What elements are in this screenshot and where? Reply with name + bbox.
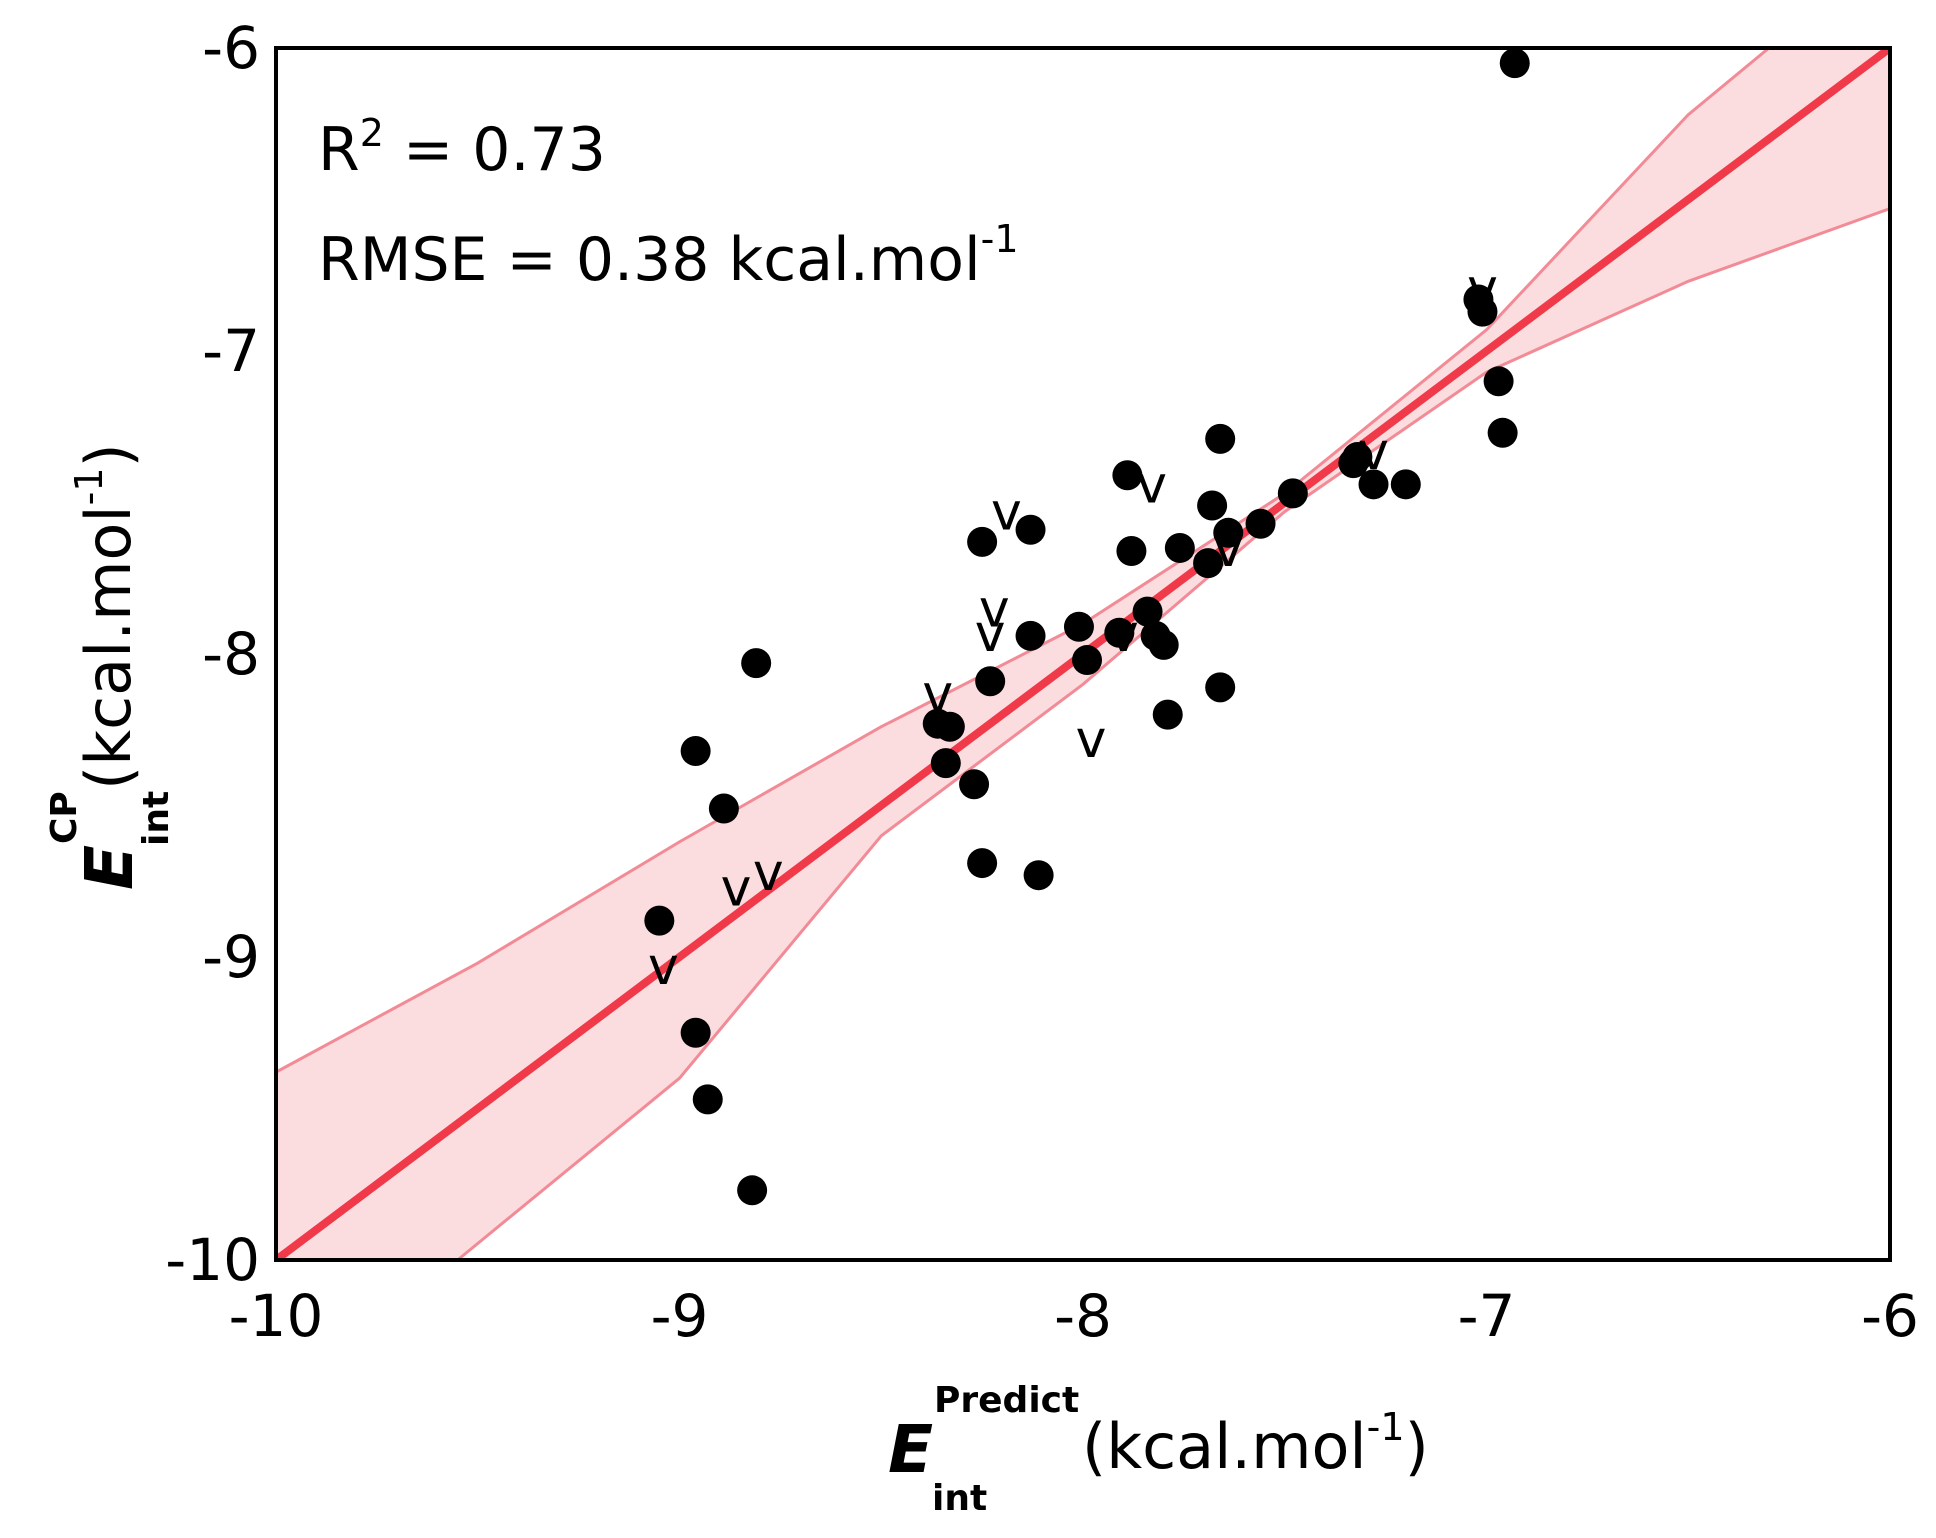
r2-superscript: 2: [360, 111, 384, 155]
data-point-circle: [1152, 699, 1183, 730]
data-point-v: v: [1076, 710, 1107, 770]
data-point-circle: [1205, 672, 1236, 703]
data-point-circle: [1132, 596, 1163, 627]
data-point-circle: [1116, 535, 1147, 566]
x-axis-unit-text: (kcal.mol: [1082, 1410, 1367, 1483]
data-point-circle: [1277, 478, 1308, 509]
data-point-circle: [1245, 508, 1276, 539]
data-point-circle: [1483, 366, 1514, 397]
x-tick-label: -6: [1861, 1282, 1919, 1350]
y-axis-superscript: CP: [44, 791, 85, 844]
data-point-v: v: [922, 664, 953, 724]
data-point-circle: [1104, 617, 1135, 648]
data-point-circle: [1358, 469, 1389, 500]
data-point-circle: [708, 793, 739, 824]
data-point-circle: [967, 848, 998, 879]
y-tick-label: -8: [202, 620, 260, 688]
data-point-circle: [975, 666, 1006, 697]
data-point-v: v: [753, 843, 784, 903]
data-point-circle: [680, 1017, 711, 1048]
data-point-circle: [959, 769, 990, 800]
data-point-circle: [930, 748, 961, 779]
y-axis-unit-close: ): [72, 443, 145, 467]
data-point-circle: [741, 648, 772, 679]
plot-frame: [274, 46, 1892, 1262]
data-point-circle: [1063, 611, 1094, 642]
data-point-circle: [1193, 548, 1224, 579]
r2-value: = 0.73: [384, 115, 606, 185]
y-tick-label: -7: [202, 317, 260, 385]
data-point-circle: [1197, 490, 1228, 521]
data-point-v: v: [1136, 455, 1167, 515]
r2-label: R: [318, 115, 360, 185]
x-axis-subscript: int: [932, 1478, 987, 1519]
y-axis-symbol: E: [71, 845, 148, 890]
rmse-annotation: RMSE = 0.38 kcal.mol-1: [318, 217, 1019, 295]
x-tick-label: -7: [1458, 1282, 1516, 1350]
x-tick-label: -10: [229, 1282, 324, 1350]
data-point-circle: [967, 526, 998, 557]
data-point-circle: [737, 1175, 768, 1206]
data-point-circle: [1112, 460, 1143, 491]
data-point-circle: [1023, 860, 1054, 891]
circle-points-series: [644, 48, 1530, 1206]
data-point-circle: [1015, 620, 1046, 651]
x-axis-symbol: E: [888, 1411, 933, 1488]
data-point-circle: [934, 711, 965, 742]
data-point-v: v: [975, 604, 1006, 664]
data-point-circle: [1072, 645, 1103, 676]
y-axis-unit: (kcal.mol-1): [67, 443, 145, 790]
y-axis-ticks: -10 -9 -8 -7 -6: [165, 14, 260, 1294]
data-point-circle: [1499, 48, 1530, 79]
data-point-circle: [1390, 469, 1421, 500]
x-axis-superscript: Predict: [934, 1380, 1079, 1421]
x-axis-label: E Predict int (kcal.mol-1): [888, 1380, 1429, 1519]
data-point-circle: [1205, 423, 1236, 454]
data-point-v: v: [1213, 519, 1244, 579]
r2-annotation: R2 = 0.73: [318, 111, 606, 185]
y-tick-label: -9: [202, 923, 260, 991]
y-axis-unit-text: (kcal.mol: [72, 505, 145, 790]
y-tick-label: -6: [202, 14, 260, 82]
data-point-v: v: [991, 483, 1022, 543]
data-point-circle: [1342, 442, 1373, 473]
data-point-v: v: [721, 858, 752, 918]
y-axis-subscript: int: [136, 791, 177, 846]
y-axis-label: E CP int (kcal.mol-1): [44, 443, 177, 890]
data-point-v: v: [1467, 258, 1498, 318]
data-point-v: v: [1358, 422, 1389, 482]
y-tick-label: -10: [165, 1226, 260, 1294]
data-point-circle: [1487, 417, 1518, 448]
data-point-circle: [1148, 629, 1179, 660]
data-point-circle: [692, 1084, 723, 1115]
x-tick-label: -9: [651, 1282, 709, 1350]
rmse-text: RMSE = 0.38 kcal.mol: [318, 225, 981, 295]
data-point-circle: [680, 735, 711, 766]
rmse-superscript: -1: [981, 217, 1019, 261]
x-axis-ticks: -10 -9 -8 -7 -6: [229, 1282, 1919, 1350]
x-tick-label: -8: [1054, 1282, 1112, 1350]
data-point-v: v: [979, 580, 1010, 640]
x-axis-unit-close: ): [1405, 1410, 1429, 1483]
data-point-circle: [1164, 532, 1195, 563]
x-axis-unit-sup: -1: [1367, 1405, 1405, 1449]
y-axis-unit-sup: -1: [67, 467, 111, 505]
data-point-circle: [1467, 296, 1498, 327]
confidence-band-lower-edge: [456, 207, 1890, 1260]
data-point-circle: [1213, 517, 1244, 548]
data-point-v: v: [1108, 604, 1139, 664]
data-point-circle: [1015, 514, 1046, 545]
x-axis-unit: (kcal.mol-1): [1082, 1405, 1429, 1483]
data-point-circle: [644, 905, 675, 936]
data-point-v: v: [648, 937, 679, 997]
